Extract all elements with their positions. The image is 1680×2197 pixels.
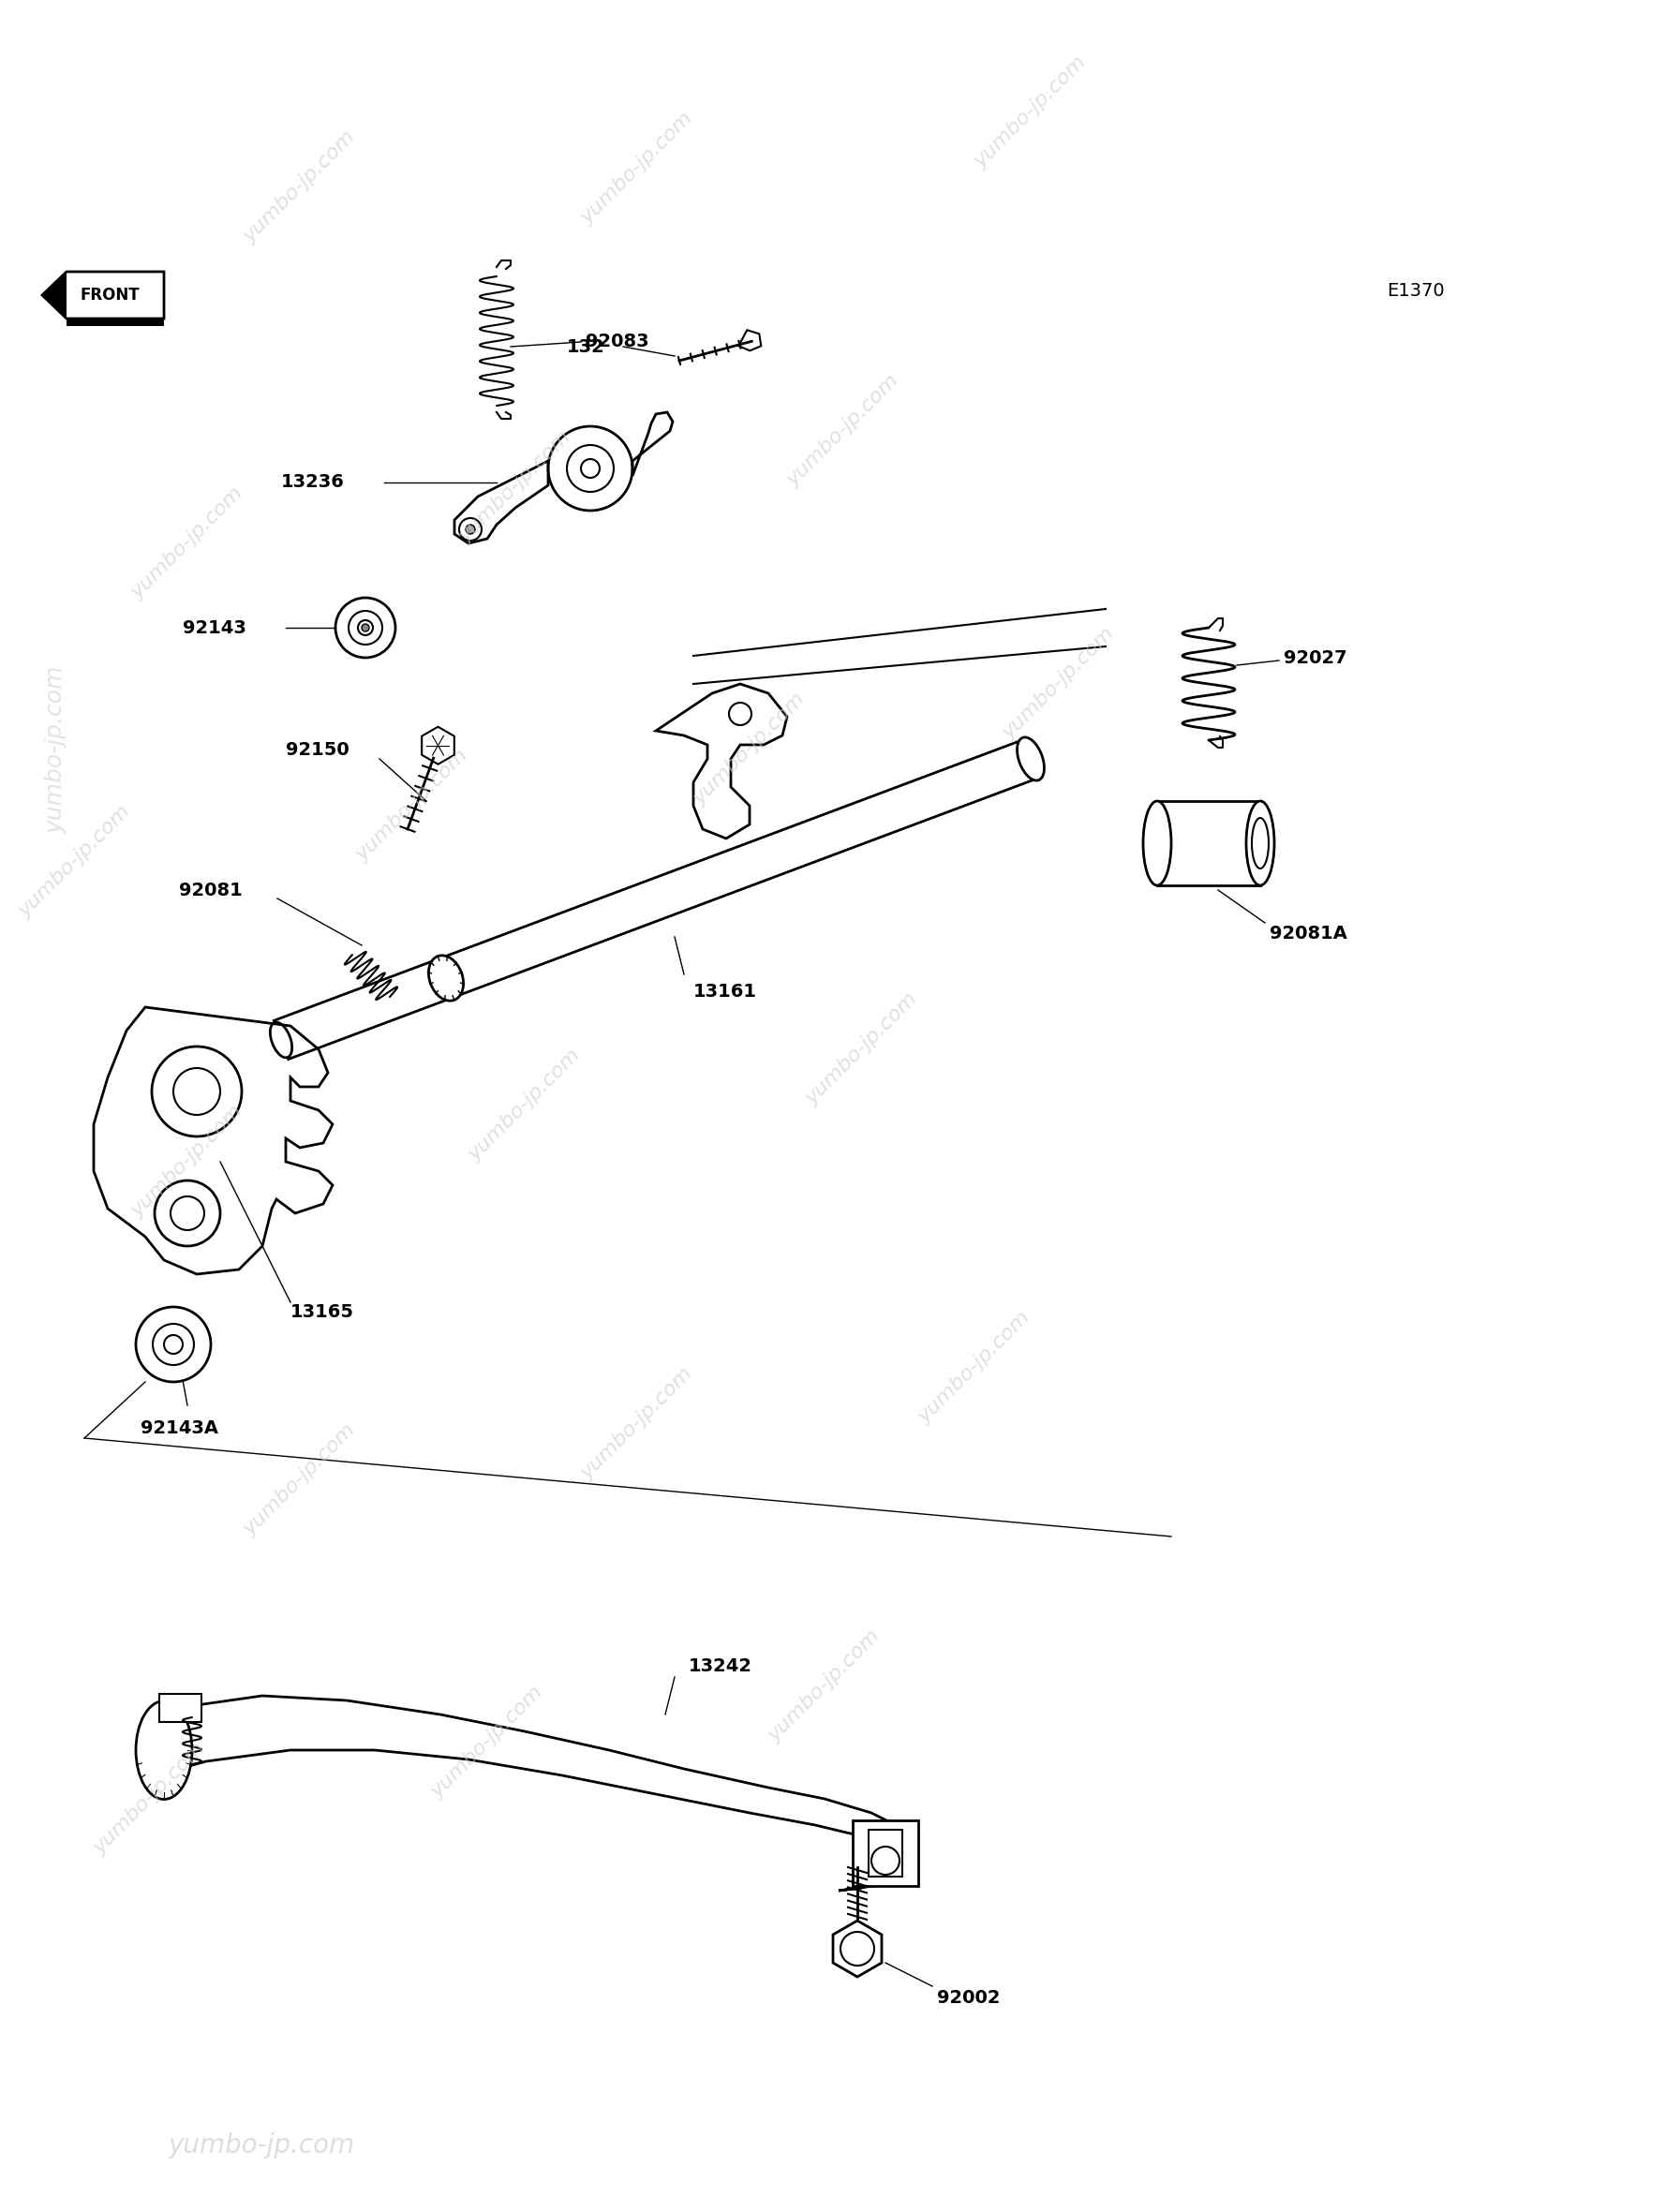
Text: yumbo-jp.com: yumbo-jp.com [455,428,575,547]
Polygon shape [739,330,761,352]
Text: E1370: E1370 [1386,281,1445,299]
Ellipse shape [428,956,464,1002]
Text: yumbo-jp.com: yumbo-jp.com [128,1103,247,1222]
Text: yumbo-jp.com: yumbo-jp.com [1000,624,1119,743]
Text: 13242: 13242 [689,1657,753,1674]
Text: 92150: 92150 [286,740,349,758]
Bar [869,1830,902,1876]
Text: yumbo-jp.com: yumbo-jp.com [428,1683,546,1802]
Text: 13165: 13165 [291,1303,354,1320]
Ellipse shape [1252,817,1268,868]
Polygon shape [274,740,1038,1059]
Text: yumbo-jp.com: yumbo-jp.com [91,1740,210,1859]
Circle shape [465,525,475,534]
Ellipse shape [1016,738,1045,780]
Ellipse shape [270,1022,292,1057]
Polygon shape [833,1920,882,1977]
Text: yumbo-jp.com: yumbo-jp.com [465,1046,585,1164]
Text: yumbo-jp.com: yumbo-jp.com [690,690,810,808]
Text: yumbo-jp.com: yumbo-jp.com [15,802,134,921]
Text: yumbo-jp.com: yumbo-jp.com [764,1628,884,1747]
Polygon shape [42,272,165,319]
Text: yumbo-jp.com: yumbo-jp.com [785,371,902,490]
Text: yumbo-jp.com: yumbo-jp.com [916,1309,1033,1428]
Ellipse shape [1142,802,1171,885]
Bar [1158,802,1260,885]
Text: 92081A: 92081A [1270,925,1347,943]
Circle shape [361,624,370,631]
Text: yumbo-jp.com: yumbo-jp.com [240,1421,360,1540]
Text: 92081: 92081 [180,881,242,901]
Ellipse shape [1247,802,1275,885]
Text: yumbo-jp.com: yumbo-jp.com [578,110,697,228]
Text: FRONT: FRONT [81,286,139,303]
Bar [67,319,165,325]
Text: 13236: 13236 [281,475,344,492]
Text: 92002: 92002 [937,1988,1000,2006]
Text: yumbo-jp.com: yumbo-jp.com [353,747,472,866]
Text: yumbo-jp.com: yumbo-jp.com [971,53,1090,171]
Text: yumbo-jp.com: yumbo-jp.com [168,2133,354,2160]
Text: 92083: 92083 [586,334,648,352]
Bar [853,1821,919,1885]
Text: 92027: 92027 [1284,650,1347,668]
Text: yumbo-jp.com: yumbo-jp.com [240,127,360,246]
Text: 13161: 13161 [694,982,758,1000]
Text: yumbo-jp.com: yumbo-jp.com [803,991,922,1109]
Text: 92143A: 92143A [141,1419,218,1437]
Polygon shape [42,272,67,319]
Text: yumbo-jp.com: yumbo-jp.com [128,483,247,602]
Text: 92143: 92143 [183,620,247,637]
Bar [160,1694,202,1722]
Ellipse shape [136,1700,192,1799]
Polygon shape [422,727,454,765]
Text: yumbo-jp.com: yumbo-jp.com [578,1364,697,1483]
Text: yumbo-jp.com: yumbo-jp.com [45,666,67,833]
Text: 132: 132 [566,338,605,356]
